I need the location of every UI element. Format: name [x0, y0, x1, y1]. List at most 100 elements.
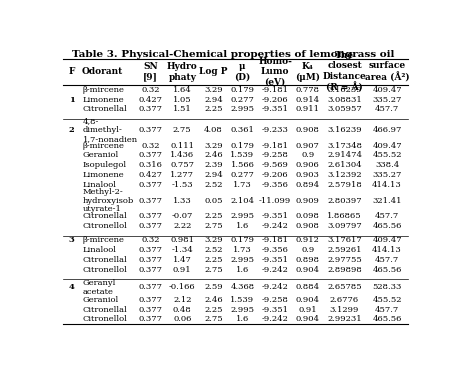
Text: 1.436: 1.436 [170, 152, 194, 160]
Text: 0.32: 0.32 [141, 142, 160, 150]
Text: 0.884: 0.884 [296, 283, 320, 291]
Text: 0.098: 0.098 [296, 212, 320, 220]
Text: 0.377: 0.377 [138, 306, 162, 314]
Text: 409.47: 409.47 [372, 142, 402, 150]
Text: 4: 4 [69, 283, 75, 291]
Text: 2.25: 2.25 [204, 306, 222, 314]
Text: 338.4: 338.4 [375, 161, 399, 169]
Text: 455.52: 455.52 [372, 296, 402, 304]
Text: 457.7: 457.7 [375, 105, 399, 113]
Text: 0.277: 0.277 [231, 96, 254, 104]
Text: 0.757: 0.757 [170, 161, 194, 169]
Text: 0.377: 0.377 [138, 246, 162, 254]
Text: 528.33: 528.33 [372, 283, 402, 291]
Text: 0.361: 0.361 [231, 126, 254, 134]
Text: 0.91: 0.91 [173, 266, 192, 273]
Text: 2.104: 2.104 [230, 197, 254, 205]
Text: 1.05: 1.05 [173, 96, 192, 104]
Text: SN
[9]: SN [9] [143, 62, 158, 82]
Text: 4.368: 4.368 [230, 283, 254, 291]
Text: 0.377: 0.377 [138, 197, 162, 205]
Text: 2: 2 [69, 126, 74, 134]
Text: Citronellol: Citronellol [83, 266, 127, 273]
Text: 1.566: 1.566 [231, 161, 254, 169]
Text: 0.377: 0.377 [138, 181, 162, 188]
Text: Citronellal: Citronellal [83, 105, 127, 113]
Text: Linalool: Linalool [83, 181, 116, 188]
Text: 1: 1 [69, 96, 75, 104]
Text: Homo-
Lumo
(eV): Homo- Lumo (eV) [258, 57, 292, 87]
Text: 2.91474: 2.91474 [327, 152, 362, 160]
Text: 2.995: 2.995 [230, 105, 254, 113]
Text: Geraniol: Geraniol [83, 296, 119, 304]
Text: 2.94: 2.94 [204, 171, 223, 179]
Text: β-mircene: β-mircene [83, 86, 125, 94]
Text: 0.377: 0.377 [138, 222, 162, 230]
Text: 455.52: 455.52 [372, 152, 402, 160]
Text: 335.27: 335.27 [372, 96, 402, 104]
Text: 0.904: 0.904 [296, 296, 320, 304]
Text: 0.377: 0.377 [138, 315, 162, 324]
Text: μ
(D): μ (D) [234, 62, 251, 82]
Text: 0.32: 0.32 [141, 86, 160, 94]
Text: 2.99231: 2.99231 [327, 315, 362, 324]
Text: 2.995: 2.995 [230, 256, 254, 264]
Text: 0.179: 0.179 [230, 236, 254, 244]
Text: -9.206: -9.206 [262, 171, 288, 179]
Text: 0.904: 0.904 [296, 315, 320, 324]
Text: 2.52: 2.52 [204, 181, 222, 188]
Text: The
closest
Distance
(R = Å): The closest Distance (R = Å) [323, 51, 366, 93]
Text: 1.47: 1.47 [173, 256, 192, 264]
Text: 0.778: 0.778 [296, 86, 320, 94]
Text: 3.29: 3.29 [204, 142, 223, 150]
Text: Citronellal: Citronellal [83, 306, 127, 314]
Text: 0.894: 0.894 [296, 181, 320, 188]
Text: 0.377: 0.377 [138, 296, 162, 304]
Text: 0.908: 0.908 [296, 222, 320, 230]
Text: 465.56: 465.56 [372, 222, 402, 230]
Text: 0.903: 0.903 [296, 171, 320, 179]
Text: 466.97: 466.97 [372, 126, 402, 134]
Text: -9.356: -9.356 [262, 246, 288, 254]
Text: 0.179: 0.179 [230, 142, 254, 150]
Text: 4,8-
dimethyl-
1,7-nonadien: 4,8- dimethyl- 1,7-nonadien [83, 117, 138, 143]
Text: -9.242: -9.242 [262, 266, 288, 273]
Text: 2.22: 2.22 [173, 222, 192, 230]
Text: 2.39: 2.39 [204, 161, 223, 169]
Text: 3.09797: 3.09797 [327, 222, 362, 230]
Text: 2.25: 2.25 [204, 105, 222, 113]
Text: 2.59: 2.59 [204, 283, 223, 291]
Text: 0.05: 0.05 [204, 197, 222, 205]
Text: Citronellol: Citronellol [83, 222, 127, 230]
Text: 0.377: 0.377 [138, 256, 162, 264]
Text: 1.73: 1.73 [233, 181, 252, 188]
Text: 0.377: 0.377 [138, 152, 162, 160]
Text: 457.7: 457.7 [375, 256, 399, 264]
Text: -9.181: -9.181 [262, 236, 288, 244]
Text: 2.89898: 2.89898 [327, 266, 362, 273]
Text: 0.907: 0.907 [296, 142, 320, 150]
Text: 0.111: 0.111 [170, 142, 194, 150]
Text: -9.242: -9.242 [262, 222, 288, 230]
Text: Linalool: Linalool [83, 246, 116, 254]
Text: 457.7: 457.7 [375, 306, 399, 314]
Text: 1.6: 1.6 [236, 222, 249, 230]
Text: -1.53: -1.53 [172, 181, 193, 188]
Text: -0.07: -0.07 [172, 212, 193, 220]
Text: 1.51: 1.51 [173, 105, 192, 113]
Text: 0.911: 0.911 [296, 105, 320, 113]
Text: 457.7: 457.7 [375, 212, 399, 220]
Text: 2.995: 2.995 [230, 306, 254, 314]
Text: -1.34: -1.34 [172, 246, 193, 254]
Text: 0.316: 0.316 [138, 161, 162, 169]
Text: -9.351: -9.351 [262, 306, 288, 314]
Text: 321.41: 321.41 [372, 197, 402, 205]
Text: 3.17348: 3.17348 [327, 142, 362, 150]
Text: 0.9: 0.9 [301, 246, 314, 254]
Text: 1.86865: 1.86865 [327, 212, 362, 220]
Text: 2.52: 2.52 [204, 246, 222, 254]
Text: 2.94: 2.94 [204, 96, 223, 104]
Text: β-mircene: β-mircene [83, 142, 125, 150]
Text: 0.906: 0.906 [296, 161, 320, 169]
Text: 0.377: 0.377 [138, 283, 162, 291]
